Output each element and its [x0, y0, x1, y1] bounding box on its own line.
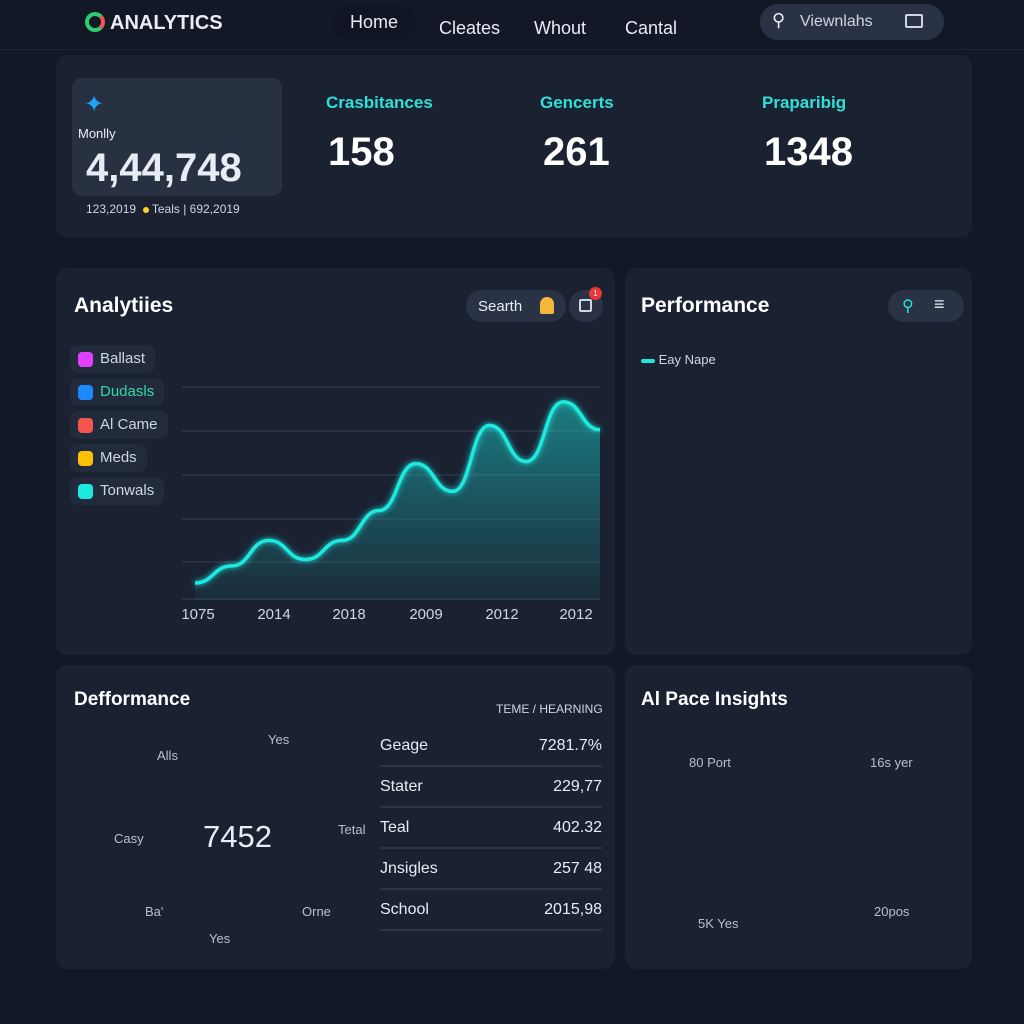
x-tick-label: 2009 — [409, 606, 442, 623]
defformance-panel — [56, 665, 615, 969]
donut-label: Orne — [302, 904, 331, 919]
stat-label: Gencerts — [540, 93, 614, 112]
legend-item[interactable]: Ballast — [70, 345, 156, 373]
row-value: 7281.7% — [538, 737, 602, 754]
donut-center-value: 7452 — [203, 819, 272, 854]
legend-item[interactable]: Dudasls — [70, 378, 165, 406]
main-stat-value: 4,44,748 — [86, 146, 242, 190]
legend-label: Al Came — [100, 416, 158, 433]
nav-cantal[interactable]: Cantal — [625, 18, 678, 38]
stat-value: 261 — [543, 130, 610, 174]
donut-label: Yes — [268, 732, 290, 747]
legend-label: Ballast — [100, 350, 146, 367]
legend-item[interactable]: Al Came — [70, 411, 168, 439]
main-stat-card: ✦ Monlly 4,44,748 — [72, 78, 282, 196]
donut-label: Yes — [209, 931, 231, 946]
stat-label: Praparibig — [762, 93, 847, 112]
twitter-icon: ✦ — [84, 91, 105, 118]
donut-label: Casy — [114, 831, 144, 846]
row-value: 2015,98 — [544, 901, 602, 918]
x-tick-label: 2012 — [559, 606, 592, 623]
legend-label: Meds — [100, 449, 137, 466]
main-stat-footer: 123,2019 Teals | 692,2019 — [86, 202, 240, 216]
nav-home[interactable]: Home — [332, 6, 417, 39]
menu-icon[interactable]: ≡ — [934, 294, 945, 314]
table-row: Geage 7281.7% — [380, 727, 602, 767]
table-header: TEME / HEARNING — [496, 702, 603, 716]
search-icon[interactable]: ⚲ — [902, 298, 914, 315]
pie-label: 80 Port — [689, 755, 731, 770]
nav-cleates[interactable]: Cleates — [439, 18, 501, 38]
performance-panel — [625, 268, 972, 655]
performance-tools: ⚲ ≡ — [888, 290, 964, 322]
stat-label: Crasbitances — [326, 93, 433, 112]
row-label: Jnsigles — [380, 860, 438, 877]
pie-label: 5K Yes — [698, 916, 739, 931]
stat-value: 158 — [328, 130, 395, 174]
legend-swatch — [78, 451, 93, 466]
donut-label: Alls — [157, 748, 178, 763]
stat-value: 1348 — [764, 130, 853, 174]
legend-label: Eay Nape — [658, 352, 716, 367]
footer-right: 692,2019 — [189, 202, 240, 216]
table-row: School 2015,98 — [380, 891, 602, 931]
x-tick-label: 1075 — [181, 606, 214, 623]
donut-label: Ba' — [145, 904, 164, 919]
nav-whout[interactable]: Whout — [534, 18, 587, 38]
pie-label: 20pos — [874, 904, 910, 919]
header: ANALYTICS Home Cleates Whout Cantal ⚲ Vi… — [0, 0, 1024, 50]
defformance-title: Defformance — [74, 689, 191, 710]
legend-item[interactable]: Meds — [70, 444, 147, 472]
legend-swatch — [78, 352, 93, 367]
table-row: Jnsigles 257 48 — [380, 850, 602, 890]
donut-label: Tetal — [338, 822, 366, 837]
row-value: 257 48 — [553, 860, 602, 877]
footer-left: 123,2019 — [86, 202, 137, 216]
analytics-search-button[interactable]: Searth — [466, 290, 566, 322]
series-line — [194, 400, 601, 585]
insights-panel — [625, 665, 972, 969]
legend-label: Tonwals — [100, 482, 155, 499]
row-value: 402.32 — [553, 819, 602, 836]
row-value: 229,77 — [553, 778, 602, 795]
row-label: School — [380, 901, 429, 918]
legend-swatch — [78, 418, 93, 433]
performance-legend: Eay Nape — [641, 352, 716, 367]
legend-item[interactable]: Tonwals — [70, 477, 165, 505]
legend-swatch — [78, 385, 93, 400]
performance-title: Performance — [641, 294, 770, 317]
stats-panel: ✦ Monlly 4,44,748 123,2019 Teals | 692,2… — [56, 55, 972, 238]
x-tick-label: 2018 — [332, 606, 365, 623]
search-label: Searth — [478, 298, 523, 315]
legend-swatch — [641, 358, 655, 363]
table-row: Teal 402.32 — [380, 809, 602, 849]
footer-mid: Teals — [151, 202, 180, 216]
area-fill — [195, 401, 600, 600]
search-box[interactable]: ⚲ Viewnlahs — [760, 4, 944, 40]
folder-icon[interactable] — [905, 14, 923, 28]
logo-icon — [85, 12, 105, 32]
badge-icon — [540, 297, 554, 314]
search-icon: ⚲ — [772, 10, 786, 30]
row-label: Teal — [380, 819, 410, 836]
dot-icon — [142, 207, 149, 213]
search-input[interactable]: Viewnlahs — [800, 13, 873, 30]
pie-label: 16s yer — [870, 755, 913, 770]
table-row: Stater 229,77 — [380, 768, 602, 808]
x-tick-label: 2012 — [485, 606, 518, 623]
analytics-title: Analytiies — [74, 294, 174, 317]
row-label: Stater — [380, 778, 423, 795]
insights-title: Al Pace Insights — [641, 689, 788, 710]
share-icon — [579, 299, 592, 312]
share-button[interactable]: 1 — [569, 287, 603, 322]
legend-swatch — [78, 484, 93, 499]
x-tick-label: 2014 — [257, 606, 290, 623]
row-label: Geage — [380, 737, 429, 754]
brand: ANALYTICS — [110, 12, 223, 34]
main-stat-label: Monlly — [78, 126, 116, 141]
legend-label: Dudasls — [100, 383, 155, 400]
notification-badge: 1 — [589, 287, 602, 300]
